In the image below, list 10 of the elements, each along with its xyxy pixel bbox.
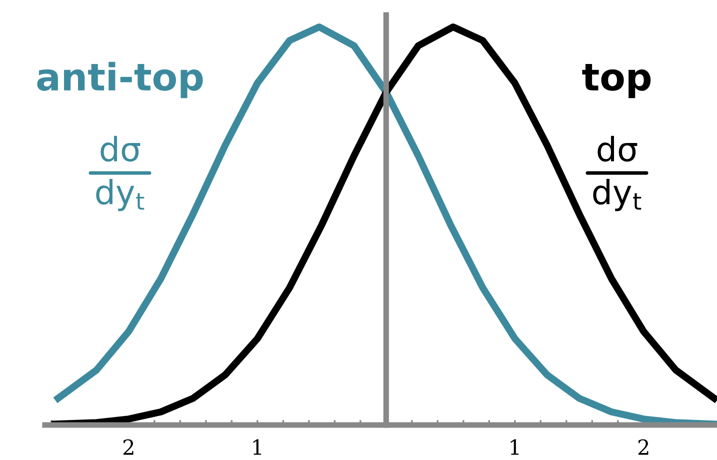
x-tick-label: 2 — [123, 439, 134, 455]
x-tick-label: 2 — [638, 439, 648, 455]
annotation: dσ — [598, 136, 638, 162]
series-label: anti-top — [37, 62, 203, 98]
x-tick-label: 1 — [253, 439, 262, 455]
x-tick-label: 1 — [510, 439, 519, 455]
annotation: dy$_{t}$ — [96, 178, 144, 212]
annotation: dy$_{t}$ — [593, 178, 642, 212]
annotation: dσ — [100, 136, 140, 162]
series-label: top — [582, 64, 651, 98]
